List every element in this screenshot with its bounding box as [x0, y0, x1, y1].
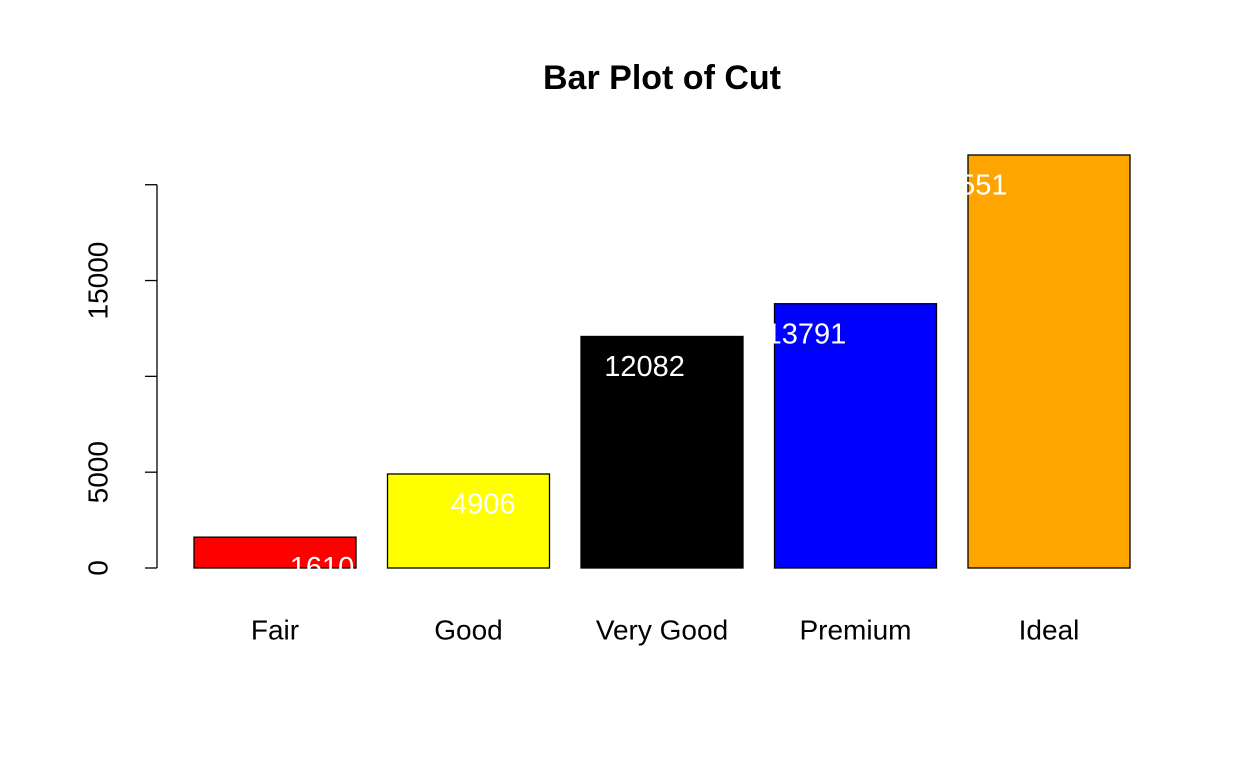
value-label: 12082: [604, 351, 685, 383]
x-tick-label: Ideal: [1019, 614, 1080, 645]
x-tick-label: Premium: [799, 614, 911, 645]
y-tick-label: 5000: [82, 441, 113, 503]
chart-title: Bar Plot of Cut: [543, 59, 781, 97]
y-tick-label: 15000: [82, 242, 113, 320]
bar: [580, 335, 744, 569]
value-label: 13791: [766, 318, 847, 350]
bar: [967, 154, 1131, 569]
value-label: 1610: [290, 552, 355, 584]
bar: [193, 536, 357, 569]
y-tick-label: 0: [82, 560, 113, 576]
value-labels: 1610 4906 12082 13791 21551: [290, 170, 1008, 584]
value-label: 4906: [451, 489, 516, 521]
bar: [773, 303, 938, 569]
x-tick-label: Good: [434, 614, 503, 645]
x-tick-label: Fair: [251, 614, 299, 645]
bar: [386, 473, 551, 569]
value-label: 21551: [927, 170, 1008, 202]
x-tick-label: Very Good: [596, 614, 728, 645]
